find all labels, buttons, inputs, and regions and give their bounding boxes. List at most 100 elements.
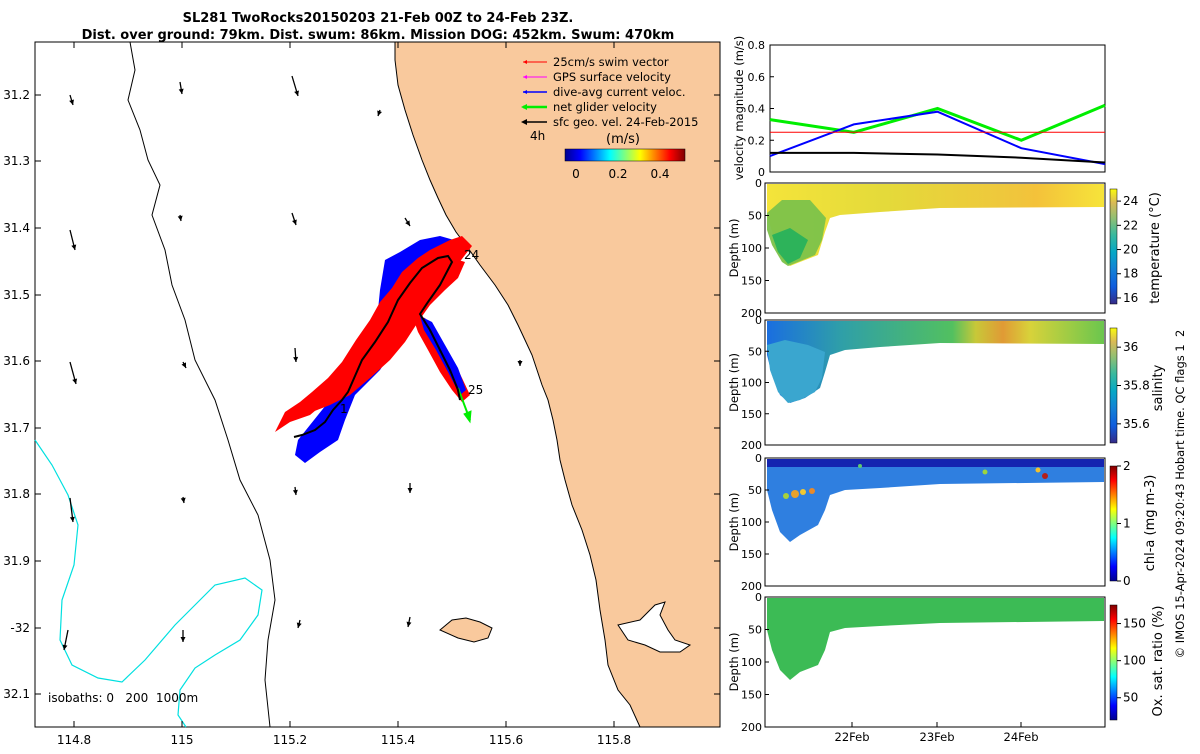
figure-title-line2: Dist. over ground: 79km. Dist. swum: 86k… bbox=[82, 28, 675, 43]
time-tick-label: 24Feb bbox=[1004, 730, 1039, 744]
map-y-tick-label: 32.1 bbox=[3, 687, 30, 701]
depth-tick-label: 150 bbox=[741, 548, 762, 561]
depth-tick-label: 0 bbox=[755, 452, 762, 465]
depth-tick-label: 100 bbox=[741, 377, 762, 390]
map-x-tick-label: 114.8 bbox=[57, 733, 91, 747]
depth-tick-label: 0 bbox=[755, 177, 762, 190]
legend-item-net-velocity: net glider velocity bbox=[521, 100, 657, 114]
colorbar-tick-label: 36 bbox=[1123, 340, 1138, 354]
legend-item-swim-vector: 25cm/s swim vector bbox=[523, 55, 669, 69]
colorbar-unit: (m/s) bbox=[606, 132, 640, 147]
map-y-tick-label: -32 bbox=[10, 621, 30, 635]
isobath-label: isobaths: 0 200 1000m bbox=[48, 691, 198, 705]
speed-colorbar-tick: 0.2 bbox=[608, 167, 627, 181]
temperature-panel bbox=[764, 182, 1106, 314]
depth-tick-label: 100 bbox=[741, 242, 762, 255]
geo-vector-head bbox=[178, 88, 184, 94]
velocity-y-tick-label: 0 bbox=[758, 166, 765, 179]
geo-vector-head bbox=[292, 489, 298, 495]
geo-vector-head bbox=[293, 356, 299, 362]
colorbar-tick-label: 100 bbox=[1123, 654, 1146, 668]
velocity-y-tick-label: 0.6 bbox=[748, 71, 766, 84]
salinity-colorbar bbox=[1109, 327, 1118, 444]
oxsat-colorbar-label: Ox. sat. ratio (%) bbox=[1151, 606, 1166, 717]
chla-colorbar bbox=[1109, 465, 1118, 582]
velocity-y-tick-label: 0.4 bbox=[748, 103, 766, 116]
geo-vector-head bbox=[180, 497, 186, 503]
map-x-tick-label: 115.8 bbox=[597, 733, 631, 747]
oxsat-field bbox=[767, 598, 1104, 680]
isobath-200 bbox=[127, 41, 276, 728]
chla-hotspots bbox=[783, 464, 1048, 499]
time-tick-label: 23Feb bbox=[920, 730, 955, 744]
geo-vector-head bbox=[407, 488, 413, 493]
velocity-y-ticks: 0 0.2 0.4 0.6 0.8 bbox=[748, 39, 774, 179]
map-x-tick-label: 115.6 bbox=[489, 733, 523, 747]
geo-vector-head bbox=[405, 220, 410, 226]
map-y-tick-label: 31.3 bbox=[3, 154, 30, 168]
map-y-tick-label: 31.9 bbox=[3, 554, 30, 568]
depth-tick-label: 150 bbox=[741, 689, 762, 702]
day-label-24: 24 bbox=[464, 248, 479, 262]
velocity-panel: 0 0.2 0.4 0.6 0.8 velocity magnitude (m/s) bbox=[732, 36, 1106, 180]
colorbar-tick-label: 0 bbox=[1123, 574, 1131, 588]
time-tick-label: 22Feb bbox=[835, 730, 870, 744]
geo-vector-head bbox=[180, 637, 186, 642]
day-label-25: 25 bbox=[468, 383, 483, 397]
figure-title-line1: SL281 TwoRocks20150203 21-Feb 00Z to 24-… bbox=[183, 11, 574, 26]
swim-vector-fan bbox=[275, 236, 472, 463]
geo-vector-head bbox=[377, 110, 382, 116]
island bbox=[439, 617, 493, 643]
legend-item-sfc-geo: sfc geo. vel. 24-Feb-2015 bbox=[521, 115, 699, 129]
depth-tick-label: 100 bbox=[741, 516, 762, 529]
map-y-tick-label: 31.6 bbox=[3, 354, 30, 368]
section-y-ticks: 0 50 100 150 200 Depth (m) 0 50 100 150 200 Depth (… bbox=[727, 177, 769, 734]
colorbar-tick-label: 18 bbox=[1123, 267, 1138, 281]
depth-tick-label: 200 bbox=[741, 580, 762, 593]
velocity-series-line bbox=[770, 151, 1106, 164]
salinity-panel bbox=[764, 319, 1106, 446]
map-panel: 31.231.331.431.531.631.731.831.9-3232.1 … bbox=[3, 41, 721, 747]
velocity-y-tick-label: 0.8 bbox=[748, 39, 766, 52]
temperature-deep-core bbox=[772, 228, 808, 264]
oxsat-colorbar bbox=[1109, 604, 1118, 721]
glider-track bbox=[293, 254, 461, 438]
temperature-colorbar-label: temperature (°C) bbox=[1148, 192, 1163, 304]
chla-surface-band bbox=[767, 459, 1104, 467]
depth-axis-label: Depth (m) bbox=[727, 219, 741, 278]
map-x-ticks: 114.8 115 115.2 115.4 115.6 115.8 bbox=[57, 42, 631, 747]
legend-label-gps-velocity: GPS surface velocity bbox=[553, 70, 671, 84]
temperature-colorbar bbox=[1109, 188, 1118, 305]
map-y-tick-label: 31.2 bbox=[3, 88, 30, 102]
chla-panel bbox=[764, 457, 1106, 587]
salinity-deep-field bbox=[767, 340, 825, 403]
colorbar-tick-label: 20 bbox=[1123, 243, 1138, 257]
oxsat-panel bbox=[764, 596, 1106, 728]
legend-label-dive-avg: dive-avg current veloc. bbox=[553, 85, 686, 99]
geo-vector-head bbox=[177, 215, 183, 221]
time-axis: 22Feb 23Feb 24Feb bbox=[835, 722, 1039, 744]
colorbar-tick-label: 22 bbox=[1123, 218, 1138, 232]
map-y-ticks: 31.2 31.3 31.4 31.5 31.6 31.7 31.8 31.9 -32 32.1 bbox=[3, 88, 720, 701]
depth-tick-label: 50 bbox=[748, 210, 762, 223]
colorbar-tick-label: 35.8 bbox=[1123, 379, 1150, 393]
geo-vector-head bbox=[294, 90, 299, 96]
colorbar-tick-label: 35.6 bbox=[1123, 417, 1150, 431]
map-y-tick-label: 31.8 bbox=[3, 487, 30, 501]
depth-axis-label: Depth (m) bbox=[727, 633, 741, 692]
geo-vector-head bbox=[181, 362, 186, 368]
chla-colorbar-label: chl-a (mg m-3) bbox=[1143, 475, 1158, 572]
depth-tick-label: 200 bbox=[741, 307, 762, 320]
colorbar-tick-label: 2 bbox=[1123, 459, 1131, 473]
colorbar-tick-label: 150 bbox=[1123, 617, 1146, 631]
depth-tick-label: 0 bbox=[755, 314, 762, 327]
salinity-field bbox=[767, 321, 1104, 403]
geo-vector-head bbox=[517, 361, 523, 366]
legend-item-dive-avg: dive-avg current veloc. bbox=[523, 85, 686, 99]
map-x-tick-label: 115 bbox=[171, 733, 194, 747]
net-velocity-arrow bbox=[457, 387, 472, 424]
depth-tick-label: 50 bbox=[748, 345, 762, 358]
geo-vector-head bbox=[406, 621, 412, 627]
